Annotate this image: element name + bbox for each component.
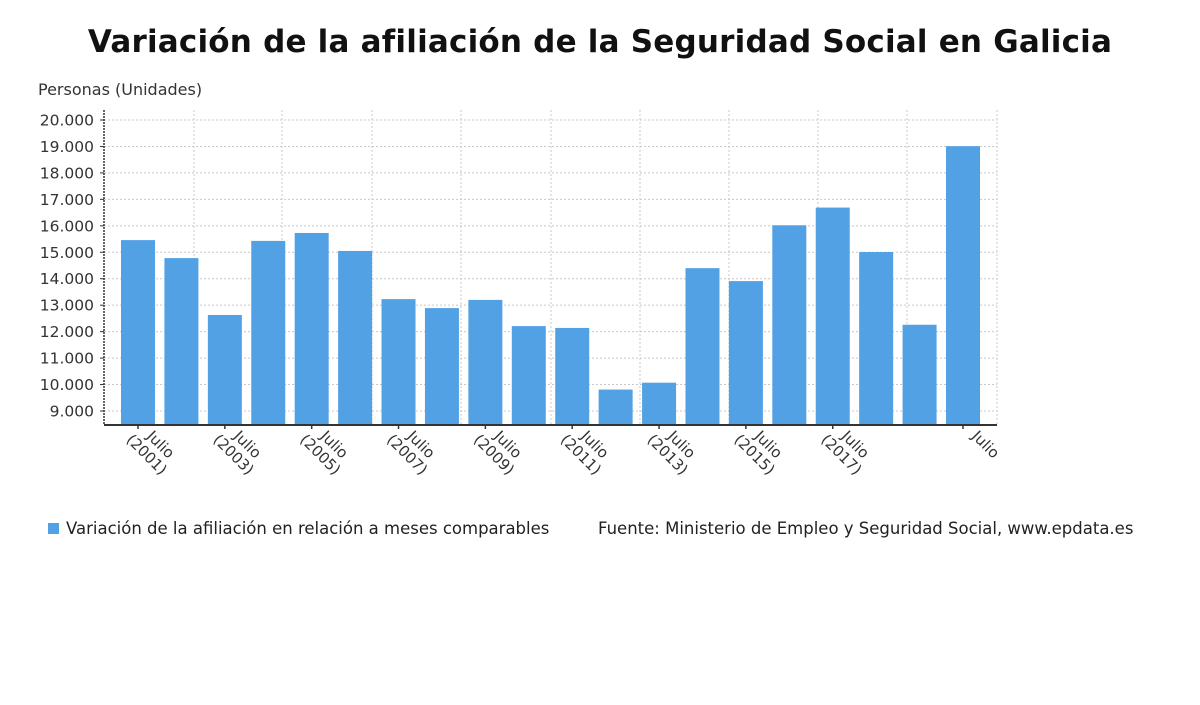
bar: [902, 324, 937, 425]
x-axis-ticks: Julio(2001) Julio(2003) Julio(2005) Julio(2…: [123, 425, 1003, 479]
bar: [164, 258, 199, 425]
x-tick-label: Julio: [967, 426, 1003, 462]
y-tick-label: 12.000: [40, 323, 94, 341]
x-tick-label-line1: Julio: [967, 426, 1003, 462]
y-tick-label: 15.000: [40, 244, 94, 262]
legend: Variación de la afiliación en relación a…: [48, 519, 549, 538]
x-tick-label: Julio(2015): [731, 426, 786, 478]
bar: [815, 207, 850, 425]
x-tick-label: Julio(2005): [296, 426, 351, 478]
bar: [251, 240, 286, 425]
legend-label: Variación de la afiliación en relación a…: [66, 519, 550, 538]
y-tick-label: 20.000: [40, 112, 94, 130]
y-tick-label: 16.000: [40, 217, 94, 235]
bar: [598, 389, 633, 425]
bars: [121, 146, 980, 425]
bar: [338, 250, 373, 425]
bar: [859, 252, 894, 425]
bar: [294, 232, 329, 425]
x-tick-label: Julio(2009): [470, 426, 525, 478]
bar: [555, 327, 590, 425]
y-tick-label: 14.000: [40, 270, 94, 288]
y-tick-label: 13.000: [40, 297, 94, 315]
chart-title: Variación de la afiliación de la Segurid…: [87, 24, 1113, 60]
x-tick-label: Julio(2011): [557, 426, 612, 478]
bar: [121, 240, 155, 425]
x-tick-label: Julio(2013): [644, 426, 699, 478]
x-tick-label: Julio(2001): [123, 426, 178, 478]
bar: [381, 299, 416, 425]
legend-swatch: [48, 523, 59, 534]
bar: [468, 299, 503, 425]
y-axis-label: Personas (Unidades): [38, 80, 202, 99]
y-axis-ticks: 9.000 10.000 11.000 12.000 13.000 14.000 15.00…: [40, 112, 104, 421]
bar: [511, 326, 546, 425]
y-tick-label: 18.000: [40, 164, 94, 182]
source-note: Fuente: Ministerio de Empleo y Seguridad…: [598, 519, 1134, 538]
y-tick-label: 17.000: [40, 191, 94, 209]
bar: [207, 314, 242, 425]
x-tick-label: Julio(2007): [383, 426, 438, 478]
bar: [728, 281, 763, 425]
bar: [642, 382, 677, 425]
axes: [103, 110, 997, 426]
bar: [946, 146, 980, 425]
x-tick-label: Julio(2017): [817, 426, 872, 478]
bar: [424, 308, 459, 425]
y-tick-label: 9.000: [50, 403, 94, 421]
bar: [685, 268, 720, 425]
y-tick-label: 19.000: [40, 138, 94, 156]
y-tick-label: 10.000: [40, 376, 94, 394]
x-tick-label: Julio(2003): [210, 426, 265, 478]
bar: [772, 225, 807, 425]
y-tick-label: 11.000: [40, 350, 94, 368]
